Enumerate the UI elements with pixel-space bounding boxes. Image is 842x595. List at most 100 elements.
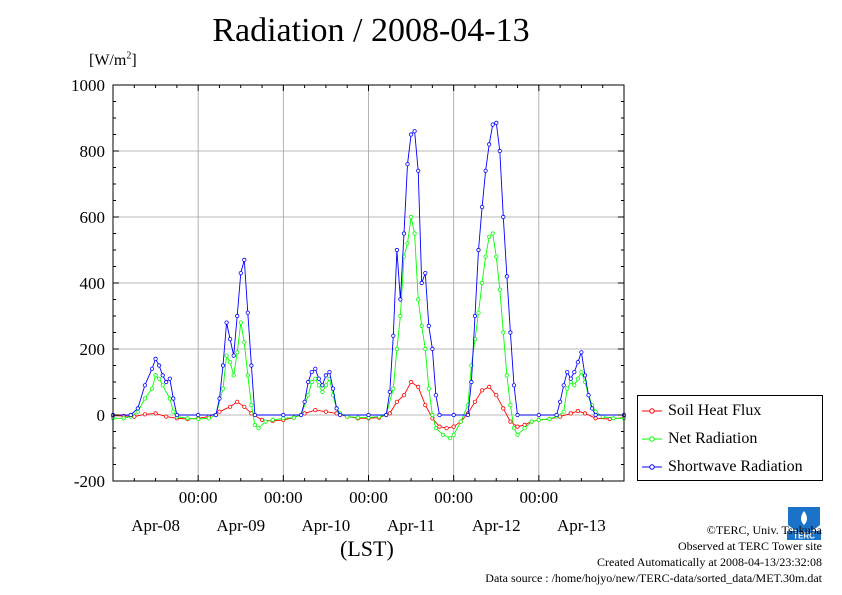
data-point: [160, 373, 165, 378]
data-point: [582, 373, 588, 378]
data-point: [419, 280, 424, 286]
data-point: [302, 399, 307, 404]
data-point: [547, 416, 552, 422]
data-point: [153, 411, 158, 416]
data-point: [465, 412, 470, 418]
y-tick-label: 1000: [71, 76, 105, 95]
data-point: [561, 383, 566, 388]
y-axis-unit-label: [W/m2]: [89, 50, 137, 70]
data-point: [316, 376, 321, 381]
data-point: [160, 383, 165, 388]
data-point: [554, 412, 559, 418]
data-point: [217, 409, 222, 414]
data-point: [508, 419, 513, 424]
terc-logo-icon: TERC: [785, 503, 823, 541]
data-point: [327, 369, 332, 375]
data-point: [487, 384, 492, 389]
data-point: [579, 350, 584, 355]
data-point: [206, 416, 211, 421]
data-point: [522, 422, 527, 427]
logo-text: TERC: [793, 532, 815, 541]
copyright-text: ©TERC, Univ. Tsukuba: [706, 523, 822, 537]
data-point: [490, 231, 495, 236]
data-point: [149, 366, 155, 371]
data-point: [508, 402, 513, 408]
data-point: [323, 409, 328, 414]
data-point: [416, 297, 421, 302]
data-point: [217, 396, 222, 401]
data-point: [242, 340, 247, 345]
unit-prefix: [W/m: [89, 52, 127, 69]
data-point: [611, 416, 616, 421]
data-point: [387, 411, 392, 416]
data-point: [394, 346, 399, 352]
unit-superscript: 2: [126, 50, 132, 62]
data-point: [320, 389, 325, 394]
data-point: [121, 416, 126, 421]
data-point: [153, 356, 158, 361]
data-point: [355, 415, 360, 420]
data-point: [196, 416, 201, 422]
data-point: [451, 412, 456, 418]
x-tick-label: 00:00: [264, 488, 303, 507]
data-point: [479, 280, 485, 286]
legend-label-soil-heat-flux: Soil Heat Flux: [668, 402, 762, 419]
data-point: [405, 241, 410, 246]
data-point: [394, 247, 399, 253]
data-point: [412, 231, 417, 236]
legend-item-soil-heat-flux: Soil Heat Flux: [642, 401, 761, 421]
data-point: [593, 416, 598, 421]
data-point: [430, 346, 435, 352]
unit-suffix: ]: [131, 52, 137, 69]
data-point: [561, 409, 566, 414]
data-point: [142, 396, 147, 401]
data-point: [568, 379, 573, 385]
data-point: [235, 399, 240, 404]
y-tick-label: -200: [74, 472, 105, 491]
data-point: [589, 406, 595, 411]
data-point: [313, 366, 318, 371]
data-point: [401, 393, 407, 398]
x-tick-label: 00:00: [519, 488, 558, 507]
data-point: [185, 416, 190, 421]
data-point: [228, 404, 233, 409]
data-point: [451, 432, 456, 437]
day-label: Apr-12: [472, 516, 521, 535]
data-point: [231, 353, 236, 358]
data-point: [142, 412, 147, 417]
data-point: [259, 417, 265, 422]
terc-logo: TERC: [785, 503, 823, 546]
chart-series: [110, 120, 627, 441]
data-point: [171, 396, 176, 401]
data-point: [497, 148, 502, 154]
data-point: [334, 411, 339, 416]
data-point: [398, 297, 403, 302]
data-point: [302, 411, 307, 416]
data-point: [337, 412, 343, 418]
data-point: [476, 310, 481, 315]
data-point: [252, 422, 257, 427]
data-point: [408, 379, 414, 385]
data-point: [394, 399, 399, 404]
y-tick-label: 200: [80, 340, 106, 359]
x-tick-label: 00:00: [434, 488, 473, 507]
data-point: [142, 383, 147, 388]
data-point: [252, 412, 257, 418]
x-tick-label: 00:00: [179, 488, 218, 507]
data-point: [586, 393, 591, 398]
observed-text: Observed at TERC Tower site: [677, 539, 822, 553]
chart-legend: Soil Heat Flux Net Radiation Shortwave R…: [637, 395, 823, 481]
series-shortwave-radiation: [110, 120, 627, 418]
data-point: [437, 424, 442, 429]
data-point: [479, 205, 485, 210]
data-point: [433, 426, 438, 431]
data-point: [511, 426, 517, 431]
data-point: [515, 412, 520, 418]
data-point: [323, 383, 328, 388]
day-label: Apr-08: [131, 516, 180, 535]
data-point: [416, 384, 421, 389]
x-tick-label: 00:00: [349, 488, 388, 507]
data-point: [476, 247, 481, 253]
data-point: [306, 379, 311, 385]
data-point: [281, 416, 286, 421]
